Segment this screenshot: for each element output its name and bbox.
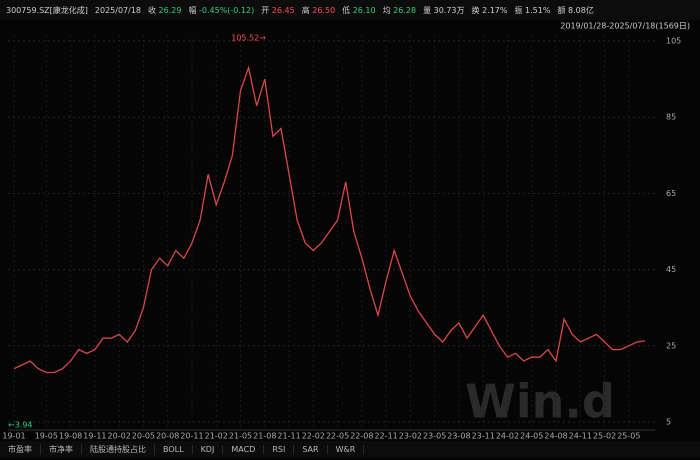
field-label: 振 — [514, 5, 523, 15]
y-tick-label: 85 — [666, 113, 676, 122]
x-tick-label: 22-08 — [350, 432, 373, 441]
x-tick-label: 24-08 — [544, 432, 567, 441]
quote-field: 换 2.17% — [472, 5, 508, 16]
date-range[interactable]: 2019/01/28-2025/07/18(1569日) — [560, 22, 690, 31]
x-tick-label: 24-11 — [569, 432, 592, 441]
field-value: 2.17% — [482, 5, 508, 15]
x-tick-label: 19-08 — [59, 432, 82, 441]
x-tick-label: 24-05 — [520, 432, 543, 441]
indicator-tab[interactable]: RSI — [264, 445, 295, 454]
field-value: 26.10 — [352, 5, 376, 15]
y-tick-label: 105 — [666, 37, 681, 46]
quote-header: 300759.SZ[康龙化成] 2025/07/18 收 26.29 幅 -0.4… — [0, 0, 700, 20]
x-tick-label: 22-11 — [375, 432, 398, 441]
price-line — [13, 65, 646, 374]
x-tick-label: 22-02 — [302, 432, 325, 441]
field-label: 开 — [261, 5, 270, 15]
x-tick-label: 21-08 — [253, 432, 276, 441]
x-tick-label: 24-02 — [496, 432, 519, 441]
x-tick-label: 21-05 — [229, 432, 252, 441]
field-value: -0.45%(-0.12) — [199, 5, 255, 15]
indicator-tab[interactable]: 陆股通持股占比 — [82, 444, 155, 455]
x-tick-label: 21-02 — [205, 432, 228, 441]
field-value: 26.29 — [158, 5, 182, 15]
indicator-tab[interactable]: BOLL — [155, 445, 193, 454]
x-tick-label: 20-02 — [108, 432, 131, 441]
field-value: 26.50 — [312, 5, 336, 15]
quote-field: 开 26.45 — [261, 5, 294, 16]
quote-field: 均 26.28 — [383, 5, 416, 16]
field-label: 低 — [342, 5, 351, 15]
field-label: 收 — [148, 5, 156, 15]
quote-field: 高 26.50 — [302, 5, 335, 16]
x-tick-label: 23-05 — [423, 432, 446, 441]
quote-field: 低 26.10 — [342, 5, 375, 16]
x-tick-label: 22-05 — [326, 432, 349, 441]
x-tick-label: 23-11 — [472, 432, 495, 441]
field-value: 1.51% — [525, 5, 551, 15]
indicator-tab[interactable]: SAR — [294, 445, 328, 454]
x-tick-label: 25-05 — [617, 432, 640, 441]
field-label: 幅 — [188, 5, 197, 15]
x-tick-label: 23-08 — [447, 432, 470, 441]
x-tick-label: 20-08 — [156, 432, 179, 441]
indicator-tabs: 市盈率 市净率 陆股通持股占比 BOLL KDJ MACD RSI SAR W&R — [0, 441, 700, 458]
x-tick-label: 21-11 — [277, 432, 300, 441]
indicator-tab[interactable]: W&R — [328, 445, 365, 454]
indicator-tab[interactable]: MACD — [223, 445, 265, 454]
field-value: 30.73万 — [433, 5, 465, 15]
watermark: Win.d — [465, 375, 615, 429]
quote-field: 额 8.08亿 — [557, 5, 593, 16]
stock-code: 300759.SZ[康龙化成] — [6, 5, 88, 15]
max-annotation: 105.52→ — [231, 34, 266, 43]
y-tick-label: 65 — [666, 189, 676, 198]
x-tick-label: 19-01 — [2, 432, 25, 441]
field-label: 高 — [301, 5, 310, 15]
x-tick-label: 19-11 — [83, 432, 106, 441]
y-tick-label: 25 — [666, 341, 676, 350]
field-label: 均 — [382, 5, 391, 15]
indicator-tab[interactable]: KDJ — [193, 445, 224, 454]
x-tick-label: 25-02 — [593, 432, 616, 441]
quote-date: 2025/07/18 — [94, 5, 141, 15]
x-tick-label: 20-11 — [180, 432, 203, 441]
quote-field: 幅 -0.45%(-0.12) — [188, 5, 254, 16]
field-value: 8.08亿 — [568, 5, 594, 15]
quote-field: 量 30.73万 — [423, 5, 464, 16]
y-tick-label: 5 — [666, 418, 671, 427]
min-annotation: ←3.94 — [8, 421, 33, 430]
field-value: 26.45 — [271, 5, 295, 15]
field-label: 量 — [423, 5, 432, 15]
field-value: 26.28 — [393, 5, 417, 15]
x-tick-label: 19-05 — [35, 432, 58, 441]
quote-field: 振 1.51% — [514, 5, 550, 16]
x-tick-label: 20-05 — [132, 432, 155, 441]
field-label: 换 — [471, 5, 480, 15]
field-label: 额 — [557, 5, 566, 15]
quote-field: 收 26.29 — [148, 5, 181, 16]
indicator-tab[interactable]: 市盈率 — [0, 444, 41, 455]
x-tick-label: 23-02 — [399, 432, 422, 441]
indicator-tab[interactable]: 市净率 — [41, 444, 82, 455]
y-tick-label: 45 — [666, 265, 676, 274]
